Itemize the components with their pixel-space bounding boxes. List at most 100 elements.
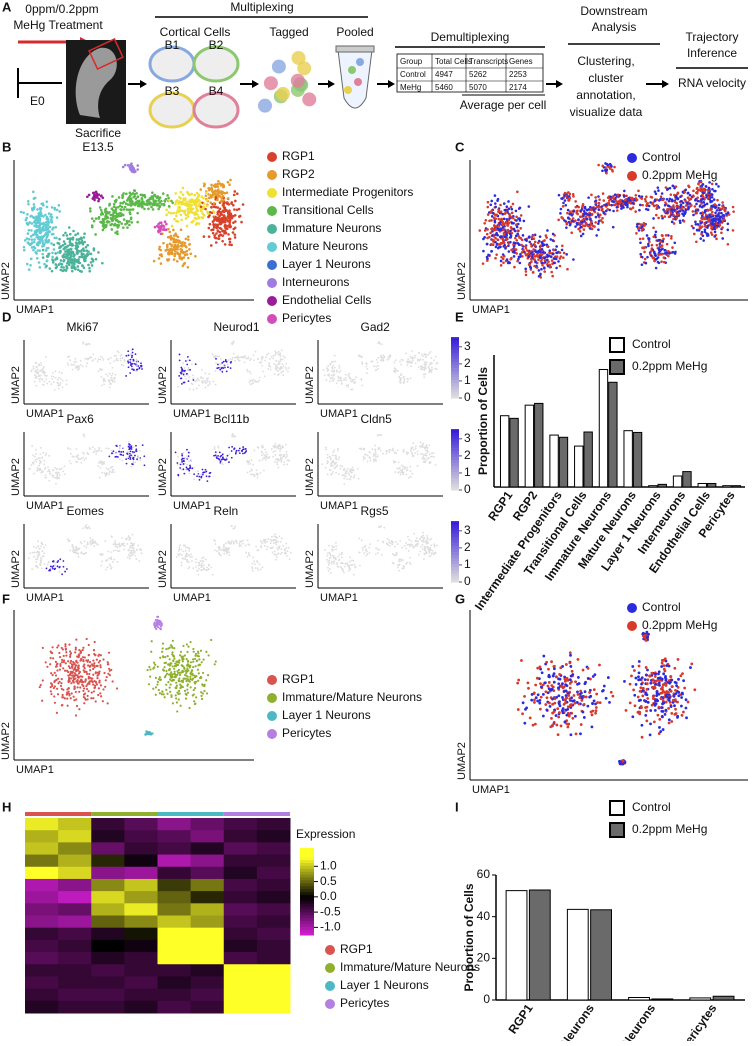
- umap-point: [227, 233, 230, 236]
- umap-point: [191, 221, 194, 224]
- umap-point: [179, 360, 181, 362]
- umap-point: [73, 546, 75, 548]
- umap-point: [708, 187, 711, 190]
- umap-point: [215, 196, 218, 199]
- umap-point: [395, 368, 397, 370]
- umap-point: [42, 236, 45, 239]
- umap-point: [398, 462, 400, 464]
- umap-point: [268, 364, 270, 366]
- umap-point: [126, 463, 128, 465]
- umap-point: [401, 465, 403, 467]
- umap-point: [176, 199, 179, 202]
- umap-point: [615, 203, 618, 206]
- umap-point: [277, 363, 279, 365]
- umap-point: [586, 218, 589, 221]
- umap-point: [386, 453, 388, 455]
- umap-point: [277, 459, 279, 461]
- umap-point: [563, 252, 566, 255]
- umap-point: [115, 206, 118, 209]
- umap-point: [250, 372, 252, 374]
- umap-point: [528, 251, 531, 254]
- umap-point: [187, 215, 190, 218]
- umap-point: [136, 458, 138, 460]
- umap-point: [706, 209, 709, 212]
- umap-point: [247, 472, 249, 474]
- umap-point: [136, 212, 139, 215]
- umap-point: [701, 225, 704, 228]
- umap-point: [638, 195, 641, 198]
- umap-point: [166, 194, 169, 197]
- umap-point: [631, 202, 634, 205]
- umap-point: [208, 476, 210, 478]
- umap-point: [519, 227, 522, 230]
- umap-point: [56, 478, 58, 480]
- umap-point: [404, 467, 406, 469]
- umap-point: [202, 212, 205, 215]
- umap-point: [70, 463, 72, 465]
- umap-point: [194, 203, 197, 206]
- umap-point: [331, 366, 333, 368]
- umap-point: [332, 361, 334, 363]
- umap-point: [217, 194, 220, 197]
- umap-point: [101, 262, 104, 265]
- umap-point: [81, 249, 84, 252]
- umap-point: [217, 356, 219, 358]
- umap-point: [31, 464, 33, 466]
- umap-point: [494, 206, 497, 209]
- panel-label: B: [2, 139, 11, 154]
- umap-point: [333, 450, 335, 452]
- umap-point: [530, 245, 533, 248]
- umap-point: [357, 468, 359, 470]
- umap-point: [251, 459, 253, 461]
- umap-point: [130, 545, 132, 547]
- umap-point: [132, 534, 134, 536]
- umap-point: [555, 267, 558, 270]
- umap-point: [45, 477, 47, 479]
- umap-point: [61, 468, 63, 470]
- umap-point: [89, 528, 91, 530]
- umap-point: [280, 447, 282, 449]
- umap-point: [692, 190, 695, 193]
- umap-point: [84, 540, 86, 542]
- umap-point: [209, 201, 212, 204]
- umap-point: [498, 243, 501, 246]
- colorbar-cell: [451, 395, 459, 398]
- umap-point: [423, 376, 425, 378]
- label: RNA velocity: [678, 76, 746, 90]
- umap-point: [72, 244, 75, 247]
- umap-point: [672, 206, 675, 209]
- umap-point: [38, 261, 41, 264]
- umap-point: [533, 244, 536, 247]
- umap-point: [89, 357, 91, 359]
- umap-point: [223, 206, 226, 209]
- gene-title: Cldn5: [361, 412, 393, 426]
- umap-point: [154, 226, 157, 229]
- umap-point: [687, 206, 690, 209]
- umap-point: [213, 381, 215, 383]
- tagged-cell: [264, 76, 278, 90]
- umap-point: [198, 379, 200, 381]
- umap-point: [373, 459, 375, 461]
- umap-point: [410, 476, 412, 478]
- legend-swatch: [267, 314, 277, 324]
- umap-point: [209, 383, 211, 385]
- umap-point: [122, 544, 124, 546]
- umap-point: [332, 380, 334, 382]
- umap-point: [34, 231, 37, 234]
- umap-point: [45, 378, 47, 380]
- umap-point: [233, 190, 236, 193]
- umap-point: [543, 239, 546, 242]
- umap-point: [369, 460, 371, 462]
- umap-point: [562, 205, 565, 208]
- umap-point: [153, 194, 156, 197]
- umap-point: [676, 214, 679, 217]
- umap-point: [124, 206, 127, 209]
- umap-point: [206, 205, 209, 208]
- umap-point: [656, 244, 659, 247]
- umap-point: [211, 190, 214, 193]
- umap-point: [685, 204, 688, 207]
- umap-point: [398, 471, 400, 473]
- umap-point: [62, 470, 64, 472]
- umap-point: [192, 374, 194, 376]
- umap-point: [66, 237, 69, 240]
